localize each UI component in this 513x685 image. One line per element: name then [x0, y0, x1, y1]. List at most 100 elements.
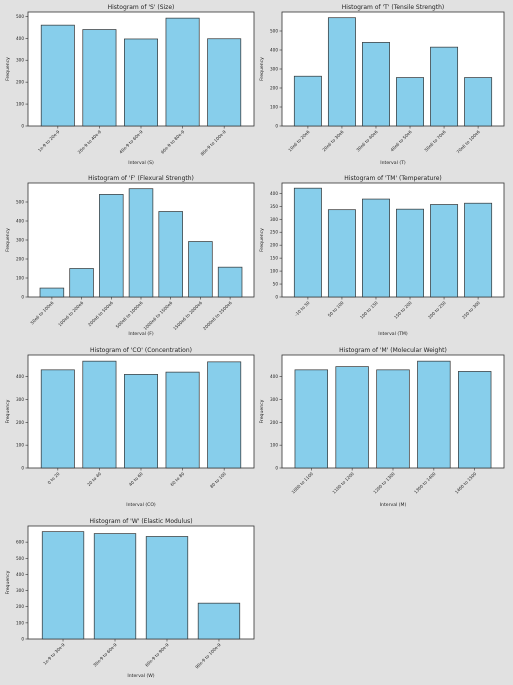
chart-title: Histogram of 'CO' (Concentration) [90, 347, 192, 354]
x-tick-label: 1500e6 to 2000e6 [172, 300, 203, 331]
bar [458, 371, 492, 469]
y-tick-label: 200 [16, 80, 24, 85]
chart-title: Histogram of 'W' (Elastic Modulus) [89, 518, 192, 525]
x-tick-label: 1000e6 to 1500e6 [143, 300, 174, 331]
y-tick-label: 200 [16, 604, 24, 609]
y-tick-label: 100 [270, 443, 278, 448]
y-tick-label: 600 [16, 540, 24, 545]
x-axis-label: Interval (TM) [378, 331, 408, 337]
x-tick-label: 200e6 to 500e6 [87, 300, 114, 327]
bar [188, 241, 213, 298]
bar [217, 266, 243, 298]
bar [40, 369, 75, 469]
y-tick-label: 200 [16, 420, 24, 425]
bar [124, 38, 158, 127]
bar [165, 371, 200, 469]
y-tick-label: 0 [21, 466, 24, 471]
y-tick-label: 200 [270, 243, 278, 248]
y-axis-label: Frequency [5, 228, 11, 252]
bar [165, 17, 200, 127]
x-tick-label: 50 to 100 [327, 300, 345, 318]
y-tick-label: 300 [16, 58, 24, 63]
chart-title: Histogram of 'F' (Flexural Strength) [88, 175, 194, 182]
x-tick-label: 30e-9 to 60e-9 [92, 642, 118, 668]
x-axis-label: Interval (M) [380, 502, 407, 508]
y-tick-label: 400 [16, 219, 24, 224]
chart-title: Histogram of 'TM' (Temperature) [344, 175, 441, 182]
bar [39, 287, 65, 298]
chart-7: Histogram of 'W' (Elastic Modulus) 0 100 20… [5, 518, 255, 679]
x-tick-label: 200 to 250 [427, 300, 447, 320]
y-tick-label: 350 [270, 204, 278, 209]
x-tick-label: 0 to 20 [46, 471, 60, 485]
x-tick-label: 60 to 80 [169, 471, 185, 487]
y-tick-label: 200 [270, 86, 278, 91]
chart-1: Histogram of 'S' (Size) 0 100 200 300 400 500 F… [5, 4, 255, 166]
x-tick-label: 60e-9 to 90e-9 [144, 642, 170, 668]
bar [69, 268, 94, 298]
y-tick-label: 100 [16, 620, 24, 625]
y-tick-label: 0 [21, 637, 24, 642]
x-tick-label: 1000 to 1100 [291, 471, 315, 495]
y-tick-label: 0 [275, 295, 278, 300]
x-tick-label: 50e6 to 70e6 [423, 129, 447, 153]
x-tick-label: 150 to 200 [393, 300, 413, 320]
y-tick-label: 100 [270, 269, 278, 274]
x-tick-label: 500e6 to 1000e6 [115, 300, 144, 329]
bar [99, 194, 124, 298]
y-tick-label: 300 [16, 238, 24, 243]
x-axis-label: Interval (S) [128, 160, 154, 166]
bar [41, 531, 85, 640]
bar [207, 361, 242, 469]
y-tick-label: 500 [16, 200, 24, 205]
bar [207, 38, 242, 127]
x-tick-label: 80 to 100 [209, 471, 227, 489]
y-tick-label: 300 [16, 397, 24, 402]
x-tick-label: -10 to 50 [294, 300, 311, 317]
y-axis-label: Frequency [5, 57, 11, 81]
x-tick-label: 1100 to 1200 [331, 471, 355, 495]
bar [293, 75, 322, 127]
bar [396, 208, 424, 298]
x-tick-label: 250 to 300 [461, 300, 481, 320]
x-axis-label: Interval (T) [380, 160, 406, 166]
x-tick-label: 40e6 to 50e6 [389, 129, 413, 153]
chart-title: Histogram of 'S' (Size) [108, 4, 175, 11]
bar [430, 204, 459, 298]
bar [464, 77, 493, 127]
bar [82, 360, 117, 469]
bar [145, 536, 189, 640]
x-tick-label: 40 to 60 [128, 471, 144, 487]
y-axis-label: Frequency [5, 399, 11, 423]
x-tick-label: 20e6 to 30e6 [321, 129, 345, 153]
y-tick-label: 0 [21, 295, 24, 300]
x-tick-label: 100e6 to 200e6 [57, 300, 84, 327]
y-tick-label: 400 [16, 572, 24, 577]
y-tick-label: 400 [16, 36, 24, 41]
bar [327, 17, 356, 127]
x-tick-label: 50e6 to 100e6 [29, 300, 54, 325]
x-tick-label: 100 to 150 [359, 300, 379, 320]
y-axis-label: Frequency [5, 570, 11, 594]
y-tick-label: 0 [275, 124, 278, 129]
bar [464, 202, 493, 298]
bar [128, 188, 154, 298]
x-tick-label: 1e-9 to 30e-9 [42, 642, 66, 666]
y-axis-label: Frequency [259, 228, 265, 252]
x-tick-label: 90e-9 to 100e-9 [194, 642, 222, 670]
x-tick-label: 20e-9 to 40e-9 [77, 129, 103, 155]
y-tick-label: 200 [16, 257, 24, 262]
bar [430, 46, 459, 127]
bar [82, 29, 117, 127]
y-tick-label: 300 [16, 588, 24, 593]
x-tick-label: 1300 to 1400 [413, 471, 437, 495]
x-tick-label: 70e6 to 100e6 [456, 129, 481, 154]
x-tick-label: 80e-9 to 100e-9 [200, 129, 228, 157]
y-tick-label: 300 [270, 217, 278, 222]
bar [327, 209, 356, 298]
y-tick-label: 300 [270, 67, 278, 72]
y-tick-label: 100 [16, 276, 24, 281]
bar [197, 602, 241, 640]
x-tick-label: 40e-9 to 60e-9 [118, 129, 144, 155]
bar [335, 366, 369, 469]
